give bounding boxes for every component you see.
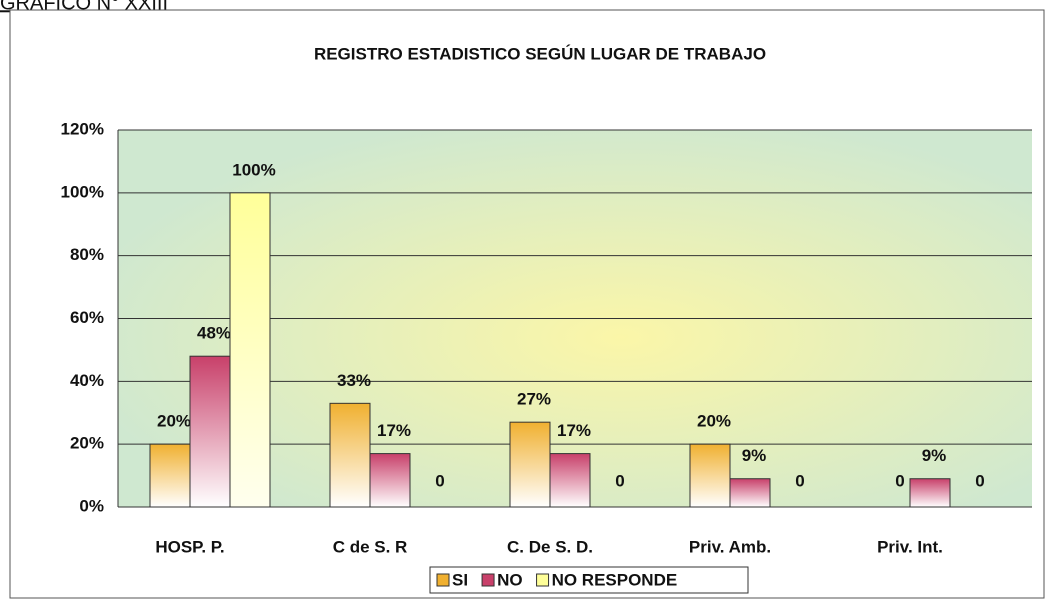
data-label: 33% <box>337 371 371 390</box>
bar <box>229 192 271 508</box>
data-label: 0 <box>795 471 804 490</box>
data-label: 100% <box>232 160 275 179</box>
data-label: 27% <box>517 390 551 409</box>
data-label: 9% <box>922 446 947 465</box>
data-label: 48% <box>197 324 231 343</box>
bar <box>189 355 231 508</box>
legend-swatch <box>436 573 450 587</box>
bar <box>909 478 951 508</box>
legend-label: NO <box>497 570 523 589</box>
data-label: 9% <box>742 446 767 465</box>
data-label: 0 <box>895 471 904 490</box>
y-tick-label: 60% <box>70 308 104 327</box>
chart-title: REGISTRO ESTADISTICO SEGÚN LUGAR DE TRAB… <box>314 44 766 63</box>
bar <box>549 453 591 508</box>
bar <box>689 443 731 508</box>
y-tick-label: 100% <box>61 182 104 201</box>
x-tick-label: Priv. Int. <box>877 537 943 556</box>
x-tick-label: C. De S. D. <box>507 537 593 556</box>
data-label: 17% <box>557 421 591 440</box>
x-tick-label: Priv. Amb. <box>689 537 771 556</box>
bar <box>369 453 411 508</box>
x-tick-label: C de S. R <box>333 537 408 556</box>
bar <box>729 478 771 508</box>
bar <box>329 402 371 508</box>
x-tick-label: HOSP. P. <box>155 537 224 556</box>
bar <box>509 421 551 508</box>
data-label: 20% <box>697 412 731 431</box>
legend-label: NO RESPONDE <box>552 570 678 589</box>
data-label: 17% <box>377 421 411 440</box>
legend-swatch <box>536 573 550 587</box>
bar <box>149 443 191 508</box>
y-tick-label: 80% <box>70 245 104 264</box>
y-tick-label: 20% <box>70 434 104 453</box>
legend-label: SI <box>452 570 468 589</box>
data-label: 0 <box>975 471 984 490</box>
data-label: 0 <box>615 471 624 490</box>
data-label: 0 <box>435 471 444 490</box>
y-tick-label: 120% <box>61 119 104 138</box>
legend-swatch <box>481 573 495 587</box>
y-tick-label: 40% <box>70 371 104 390</box>
data-label: 20% <box>157 412 191 431</box>
y-tick-label: 0% <box>79 496 104 515</box>
